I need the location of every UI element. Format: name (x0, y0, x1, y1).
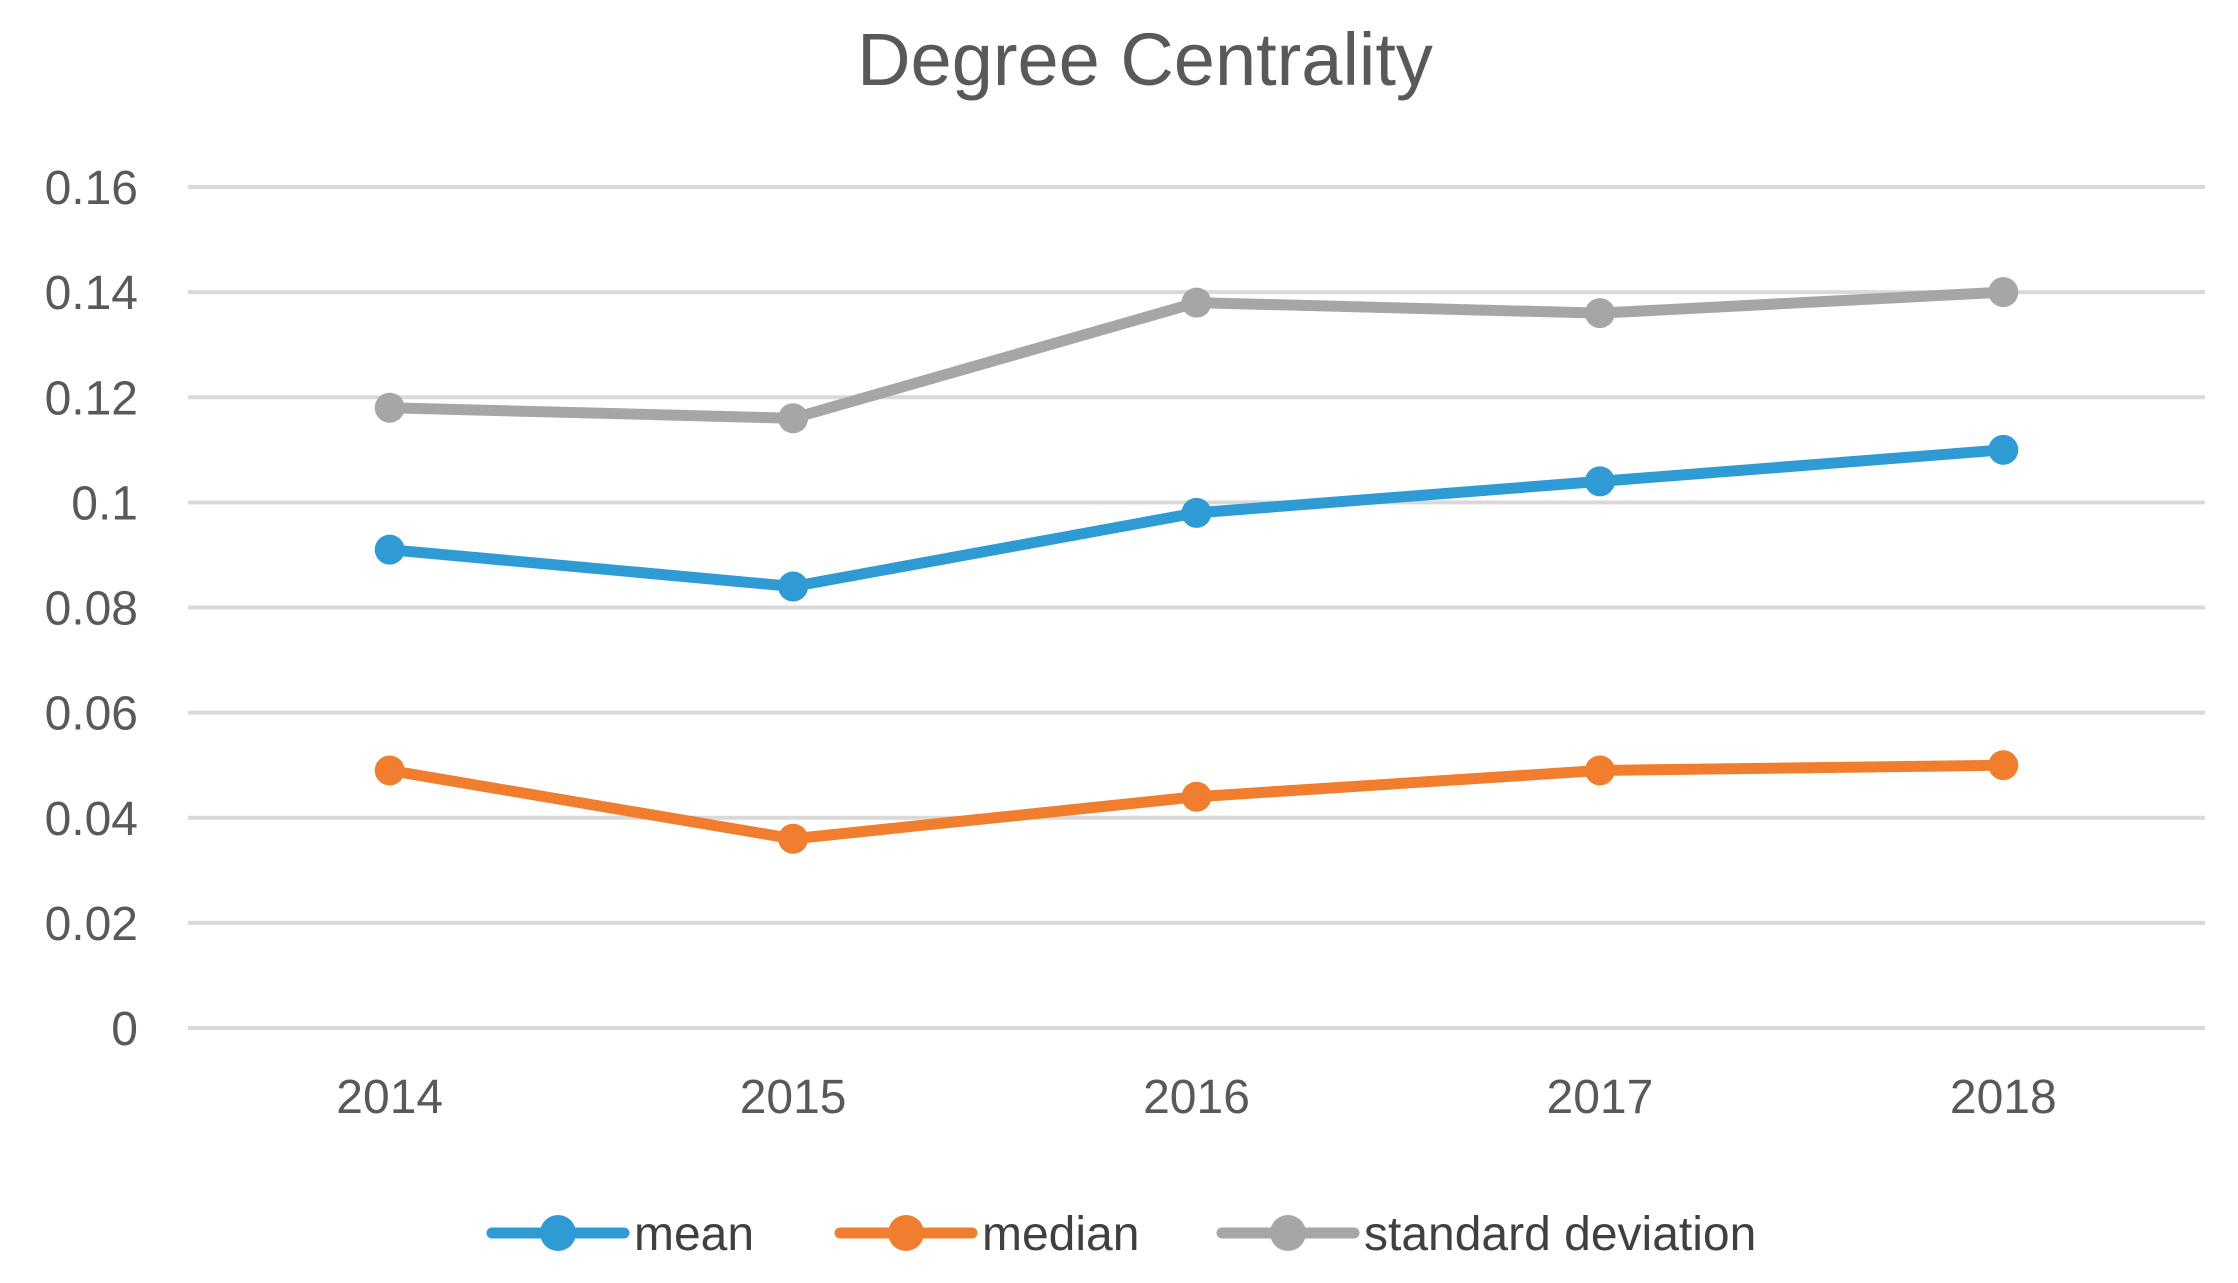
data-point-marker (1181, 497, 1212, 528)
legend-item-standard-deviation: standard deviation (1216, 1208, 1756, 1261)
data-point-marker (778, 571, 809, 602)
y-tick-label: 0.16 (45, 162, 138, 215)
y-tick-label: 0.14 (45, 267, 138, 320)
y-axis-tick-labels: 0 0.02 0.04 0.06 0.08 0.1 0.12 0.14 0.16 (45, 162, 138, 1056)
y-tick-label: 0.1 (71, 477, 138, 530)
data-point-marker (374, 534, 405, 565)
series-median (374, 750, 2019, 854)
data-point-marker (1584, 755, 1615, 786)
data-point-marker (1988, 434, 2019, 465)
legend-label: median (982, 1208, 1139, 1261)
data-point-marker (1181, 287, 1212, 318)
legend-label: mean (634, 1208, 754, 1261)
data-point-marker (374, 392, 405, 423)
y-tick-label: 0.02 (45, 898, 138, 951)
legend-item-median: median (834, 1208, 1139, 1261)
x-tick-label: 2017 (1547, 1071, 1654, 1124)
legend-item-mean: mean (486, 1208, 754, 1261)
legend-marker (888, 1215, 924, 1251)
y-tick-label: 0 (111, 1003, 138, 1056)
data-point-marker (778, 823, 809, 854)
x-tick-label: 2016 (1143, 1071, 1250, 1124)
y-tick-label: 0.12 (45, 372, 138, 425)
data-point-marker (1988, 277, 2019, 308)
chart-title: Degree Centrality (857, 18, 1433, 101)
y-tick-label: 0.06 (45, 688, 138, 741)
y-tick-label: 0.08 (45, 583, 138, 636)
data-point-marker (778, 403, 809, 434)
legend: mean median standard deviation (486, 1208, 1756, 1261)
x-tick-label: 2014 (336, 1071, 443, 1124)
data-point-marker (374, 755, 405, 786)
series-mean (374, 434, 2019, 602)
data-point-marker (1988, 750, 2019, 781)
legend-marker (1270, 1215, 1306, 1251)
x-tick-label: 2018 (1950, 1071, 2057, 1124)
x-axis-tick-labels: 2014 2015 2016 2017 2018 (336, 1071, 2056, 1124)
data-point-marker (1584, 466, 1615, 497)
legend-marker (540, 1215, 576, 1251)
data-point-marker (1584, 298, 1615, 329)
data-point-marker (1181, 781, 1212, 812)
legend-label: standard deviation (1364, 1208, 1756, 1261)
x-tick-label: 2015 (740, 1071, 847, 1124)
series-standard-deviation (374, 277, 2019, 434)
y-tick-label: 0.04 (45, 793, 138, 846)
